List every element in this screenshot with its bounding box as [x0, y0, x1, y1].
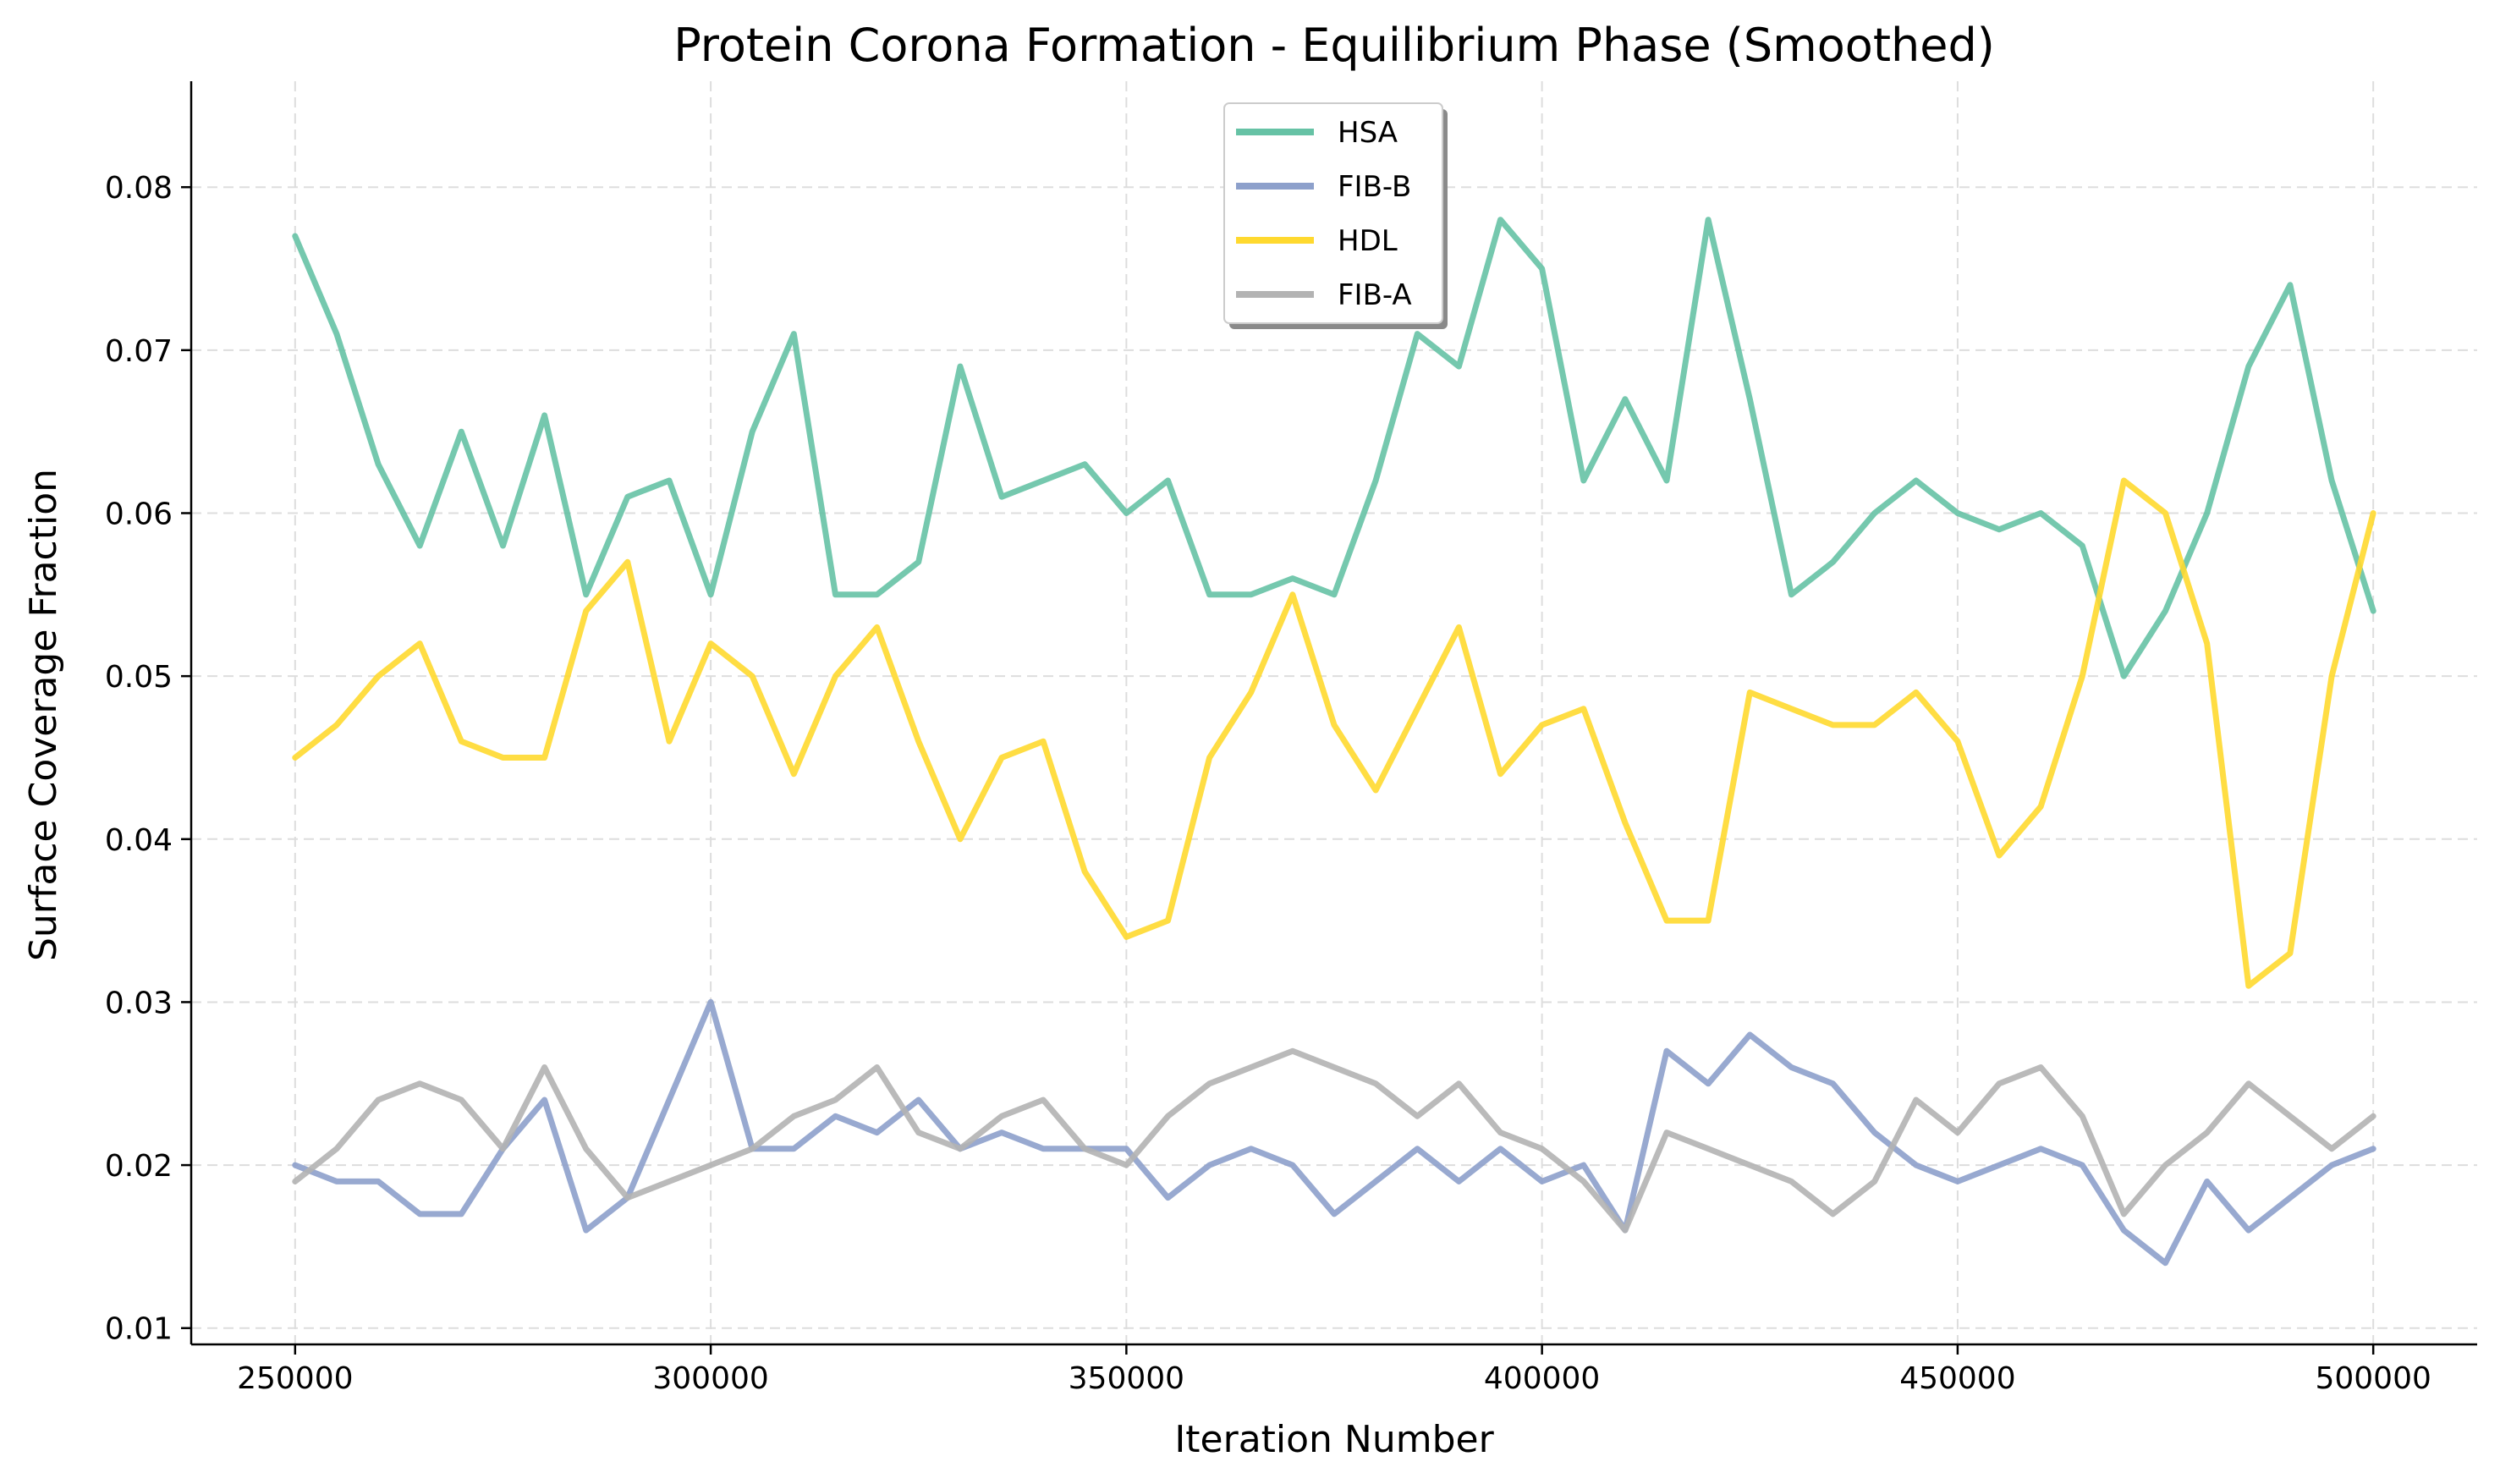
legend-label-fib-a: FIB-A [1338, 278, 1412, 312]
legend: HSA FIB-B HDL FIB-A [1223, 102, 1448, 329]
x-tick-label: 350000 [1069, 1361, 1184, 1396]
axes [190, 81, 2477, 1346]
y-tick-label: 0.06 [105, 497, 173, 532]
y-tick-label: 0.05 [105, 660, 173, 695]
y-tick-label: 0.08 [105, 171, 173, 206]
y-tick-label: 0.04 [105, 823, 173, 858]
y-tick-label: 0.02 [105, 1149, 173, 1184]
series-line-hdl [292, 477, 2376, 989]
x-axis-label: Iteration Number [1174, 1418, 1494, 1461]
legend-label-hsa: HSA [1338, 116, 1398, 150]
x-tick-label: 450000 [1899, 1361, 2015, 1396]
chart-title: Protein Corona Formation - Equilibrium P… [673, 19, 1995, 72]
x-tick-label: 500000 [2315, 1361, 2431, 1396]
legend-box [1223, 102, 1443, 324]
series-line-fib-a [292, 1047, 2376, 1234]
y-tick-label: 0.07 [105, 334, 173, 369]
x-tick-label: 400000 [1484, 1361, 1600, 1396]
x-tick-label: 300000 [652, 1361, 768, 1396]
grid [191, 81, 2477, 1344]
series-line-fib-b [292, 998, 2376, 1267]
y-axis-label: Surface Coverage Fraction [22, 469, 65, 961]
x-tick-label: 250000 [237, 1361, 353, 1396]
legend-label-fib-b: FIB-B [1338, 170, 1411, 204]
series-lines [292, 217, 2376, 1267]
ticks: 250000 300000 350000 400000 450000 500000 0.01… [105, 171, 2431, 1396]
y-tick-label: 0.01 [105, 1312, 173, 1347]
y-tick-label: 0.03 [105, 986, 173, 1020]
legend-label-hdl: HDL [1338, 224, 1398, 258]
series-line-hsa [292, 217, 2376, 679]
